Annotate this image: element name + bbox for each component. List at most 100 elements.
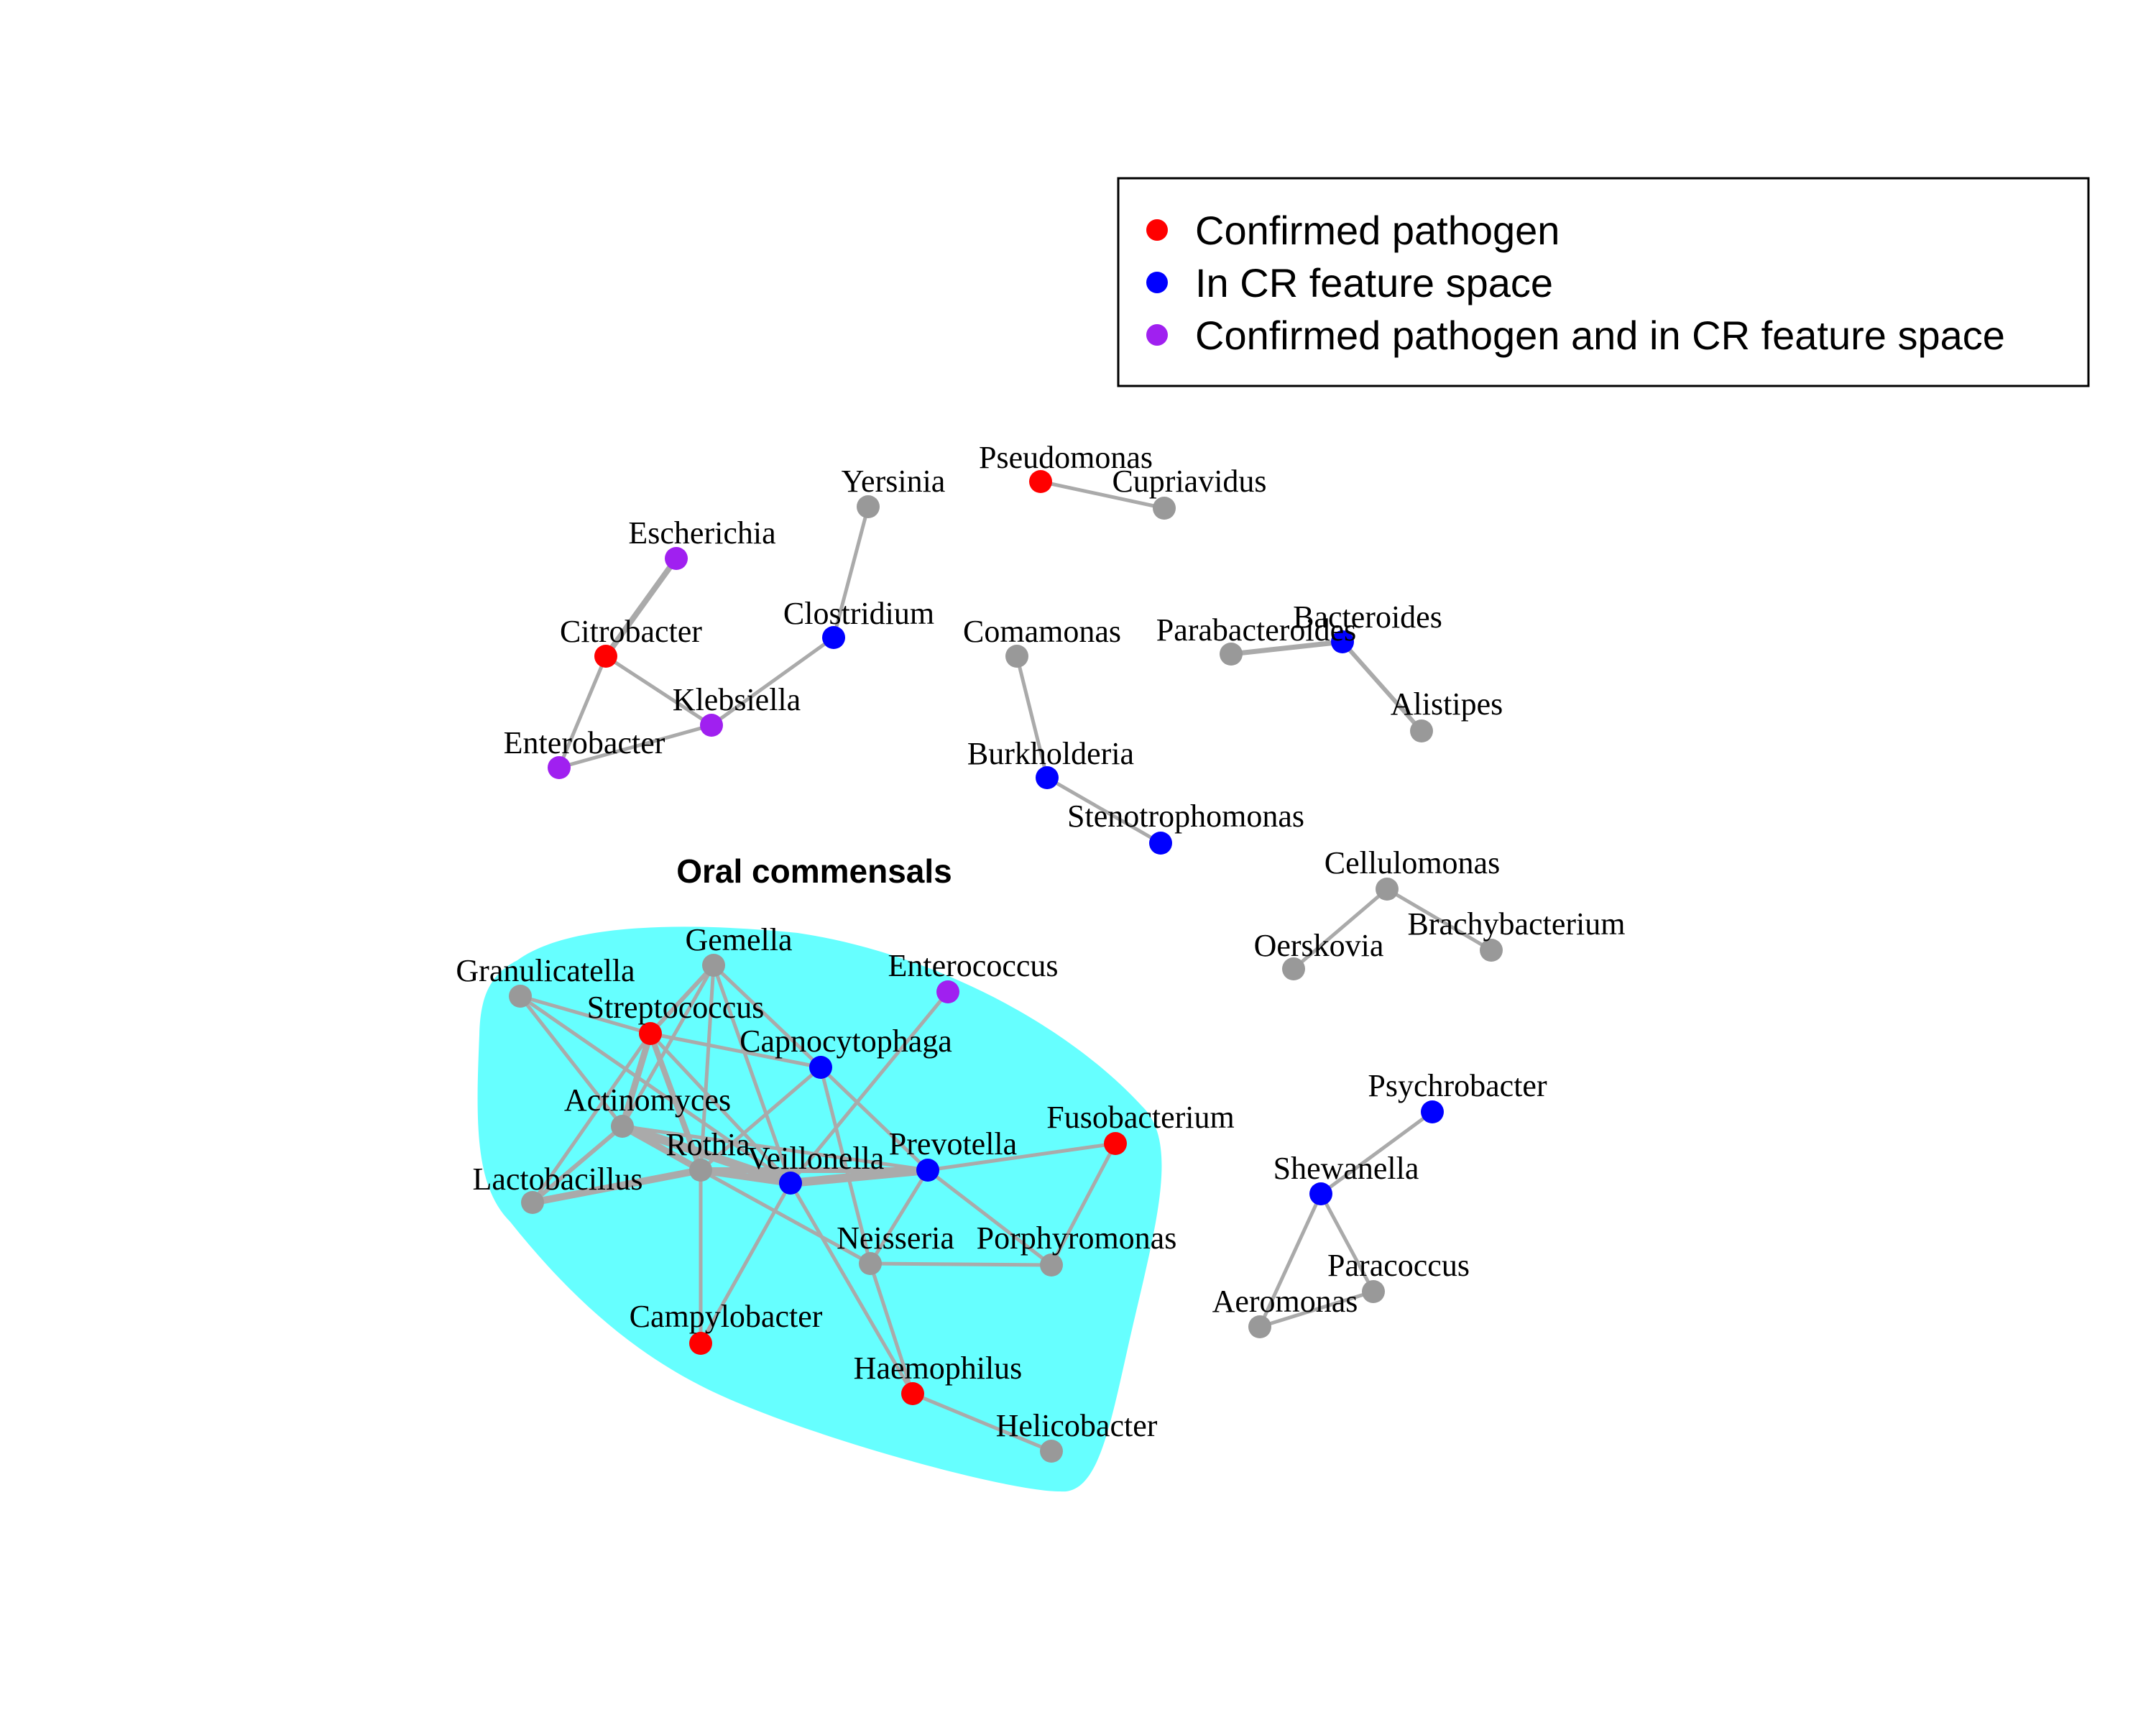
edge-streptococcus-actinomyces	[619, 1030, 654, 1130]
node-label-enterococcus: Enterococcus	[888, 948, 1059, 983]
node-label-psychrobacter: Psychrobacter	[1368, 1068, 1547, 1103]
edge-burkholderia-stenotrophomonas	[1045, 776, 1163, 845]
node-alistipes	[1410, 719, 1433, 742]
edge-gemella-veillonella	[711, 963, 793, 1185]
legend-label-cr-feature: In CR feature space	[1195, 260, 1553, 305]
edge-streptococcus-lactobacillus	[530, 1031, 653, 1205]
edge-cellulomonas-oerskovia	[1291, 887, 1389, 971]
edge-prevotella-neisseria	[868, 1168, 930, 1266]
node-oerskovia	[1282, 957, 1305, 980]
edge-shewanella-paracoccus	[1319, 1192, 1376, 1294]
legend-label-pathogen: Confirmed pathogen	[1195, 208, 1560, 253]
edge-psychrobacter-shewanella	[1319, 1110, 1434, 1196]
node-label-haemophilus: Haemophilus	[854, 1351, 1023, 1386]
node-rothia	[689, 1159, 712, 1182]
node-label-gemella: Gemella	[685, 922, 792, 957]
legend: Confirmed pathogen In CR feature space C…	[1117, 177, 2090, 387]
node-label-streptococcus: Streptococcus	[587, 990, 765, 1025]
node-porphyromonas	[1040, 1254, 1063, 1276]
node-label-campylobacter: Campylobacter	[630, 1299, 823, 1334]
node-label-cupriavidus: Cupriavidus	[1112, 464, 1266, 499]
nodes	[509, 470, 1503, 1463]
node-label-neisseria: Neisseria	[837, 1220, 954, 1256]
node-label-rothia: Rothia	[665, 1127, 750, 1162]
node-shewanella	[1309, 1182, 1332, 1205]
edge-yersinia-clostridium	[831, 505, 870, 640]
edge-gemella-rothia	[699, 963, 716, 1172]
node-label-pseudomonas: Pseudomonas	[979, 440, 1153, 475]
node-label-lactobacillus: Lactobacillus	[472, 1162, 642, 1197]
node-cellulomonas	[1376, 878, 1399, 901]
cluster-title: Oral commensals	[676, 852, 952, 890]
node-neisseria	[859, 1252, 882, 1275]
node-prevotella	[916, 1159, 939, 1182]
edge-cellulomonas-brachybacterium	[1385, 887, 1493, 952]
node-brachybacterium	[1480, 939, 1503, 962]
node-label-shewanella: Shewanella	[1273, 1151, 1419, 1186]
edge-capnocytophaga-prevotella	[819, 1065, 930, 1172]
edge-haemophilus-helicobacter	[911, 1392, 1054, 1453]
node-label-fusobacterium: Fusobacterium	[1046, 1100, 1235, 1135]
node-clostridium	[822, 626, 845, 649]
node-granulicatella	[509, 985, 532, 1008]
edge-gemella-actinomyces	[620, 963, 716, 1128]
node-label-clostridium: Clostridium	[783, 596, 934, 631]
edge-actinomyces-prevotella	[620, 1124, 930, 1172]
node-escherichia	[665, 547, 688, 570]
edge-enterococcus-veillonella	[788, 990, 950, 1185]
node-streptococcus	[639, 1022, 662, 1045]
legend-marker-both	[1146, 324, 1168, 346]
node-campylobacter	[689, 1332, 712, 1355]
node-stenotrophomonas	[1149, 832, 1172, 855]
node-capnocytophaga	[809, 1056, 832, 1079]
node-label-burkholderia: Burkholderia	[967, 736, 1134, 771]
edge-neisseria-haemophilus	[868, 1261, 915, 1396]
edge-granulicatella-streptococcus	[518, 994, 653, 1036]
node-label-paracoccus: Paracoccus	[1327, 1248, 1470, 1283]
node-label-alistipes: Alistipes	[1391, 686, 1503, 722]
node-yersinia	[857, 495, 880, 518]
node-label-enterobacter: Enterobacter	[504, 725, 665, 760]
edge-bacteroides-alistipes	[1340, 640, 1424, 733]
edge-capnocytophaga-rothia	[699, 1065, 823, 1172]
node-label-porphyromonas: Porphyromonas	[977, 1220, 1177, 1256]
node-gemella	[702, 954, 725, 977]
node-label-escherichia: Escherichia	[628, 515, 775, 551]
edge-gemella-capnocytophaga	[711, 963, 823, 1070]
node-bacteroides	[1331, 630, 1354, 653]
edge-granulicatella-veillonella	[518, 994, 793, 1185]
node-comamonas	[1005, 645, 1028, 668]
node-enterobacter	[548, 756, 571, 779]
edge-escherichia-citrobacter	[603, 556, 679, 659]
node-label-aeromonas: Aeromonas	[1212, 1284, 1358, 1319]
edge-actinomyces-veillonella	[618, 1122, 795, 1187]
edge-capnocytophaga-neisseria	[819, 1065, 872, 1266]
node-label-parabacteroides: Parabacteroides	[1156, 612, 1357, 648]
edges	[518, 479, 1493, 1453]
node-pseudomonas	[1029, 470, 1052, 493]
edge-rothia-lactobacillus	[529, 1167, 704, 1206]
edge-citrobacter-enterobacter	[557, 654, 608, 770]
node-lactobacillus	[521, 1191, 544, 1214]
edge-enterobacter-klebsiella	[557, 723, 714, 770]
node-haemophilus	[901, 1382, 924, 1405]
node-label-comamonas: Comamonas	[963, 614, 1121, 649]
node-label-prevotella: Prevotella	[889, 1126, 1017, 1162]
node-label-veillonella: Veillonella	[747, 1141, 885, 1176]
oral-commensals-cluster	[477, 926, 1162, 1492]
legend-label-both: Confirmed pathogen and in CR feature spa…	[1195, 313, 2005, 358]
node-parabacteroides	[1220, 643, 1243, 666]
edge-actinomyces-lactobacillus	[530, 1124, 625, 1205]
edge-streptococcus-veillonella	[648, 1031, 793, 1185]
edge-parabacteroides-bacteroides	[1228, 639, 1345, 657]
node-label-cellulomonas: Cellulomonas	[1325, 845, 1500, 880]
node-label-capnocytophaga: Capnocytophaga	[740, 1024, 952, 1059]
edge-prevotella-porphyromonas	[926, 1168, 1054, 1267]
node-helicobacter	[1040, 1440, 1063, 1463]
edge-veillonella-haemophilus	[788, 1181, 915, 1396]
edge-shewanella-aeromonas	[1258, 1192, 1323, 1329]
node-label-bacteroides: Bacteroides	[1293, 599, 1442, 635]
legend-marker-pathogen	[1146, 219, 1168, 241]
node-label-stenotrophomonas: Stenotrophomonas	[1067, 799, 1304, 834]
